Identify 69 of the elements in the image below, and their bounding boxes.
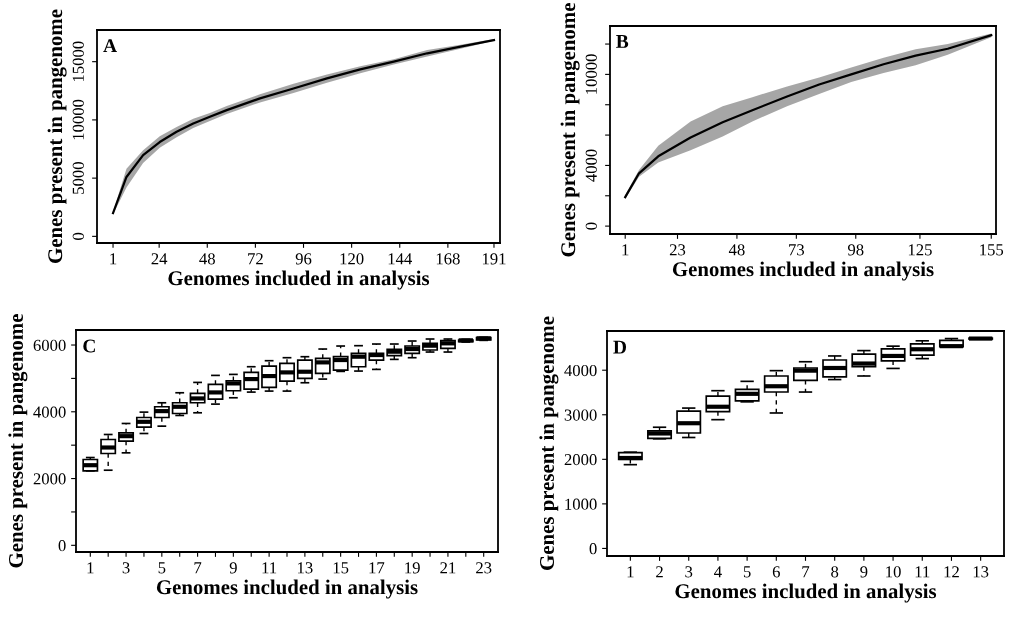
y-tick-label: 4000 xyxy=(33,406,66,418)
x-tick-label: 10 xyxy=(886,566,901,578)
y-tick-label: 0 xyxy=(585,222,597,230)
x-tick-label: 1 xyxy=(622,244,629,256)
y-tick-label: 0 xyxy=(72,232,84,240)
y-tick-label: 6000 xyxy=(33,339,66,351)
x-tick-label: 2 xyxy=(656,566,663,578)
x-tick-label: 6 xyxy=(772,566,780,578)
y-tick-label: 4000 xyxy=(585,149,597,182)
x-tick-label: 120 xyxy=(340,253,364,265)
x-tick-label: 4 xyxy=(714,566,722,578)
x-tick-label: 13 xyxy=(298,562,313,574)
x-tick-label: 9 xyxy=(229,562,237,574)
x-axis-title: Genomes included in analysis xyxy=(672,261,934,281)
x-tick-label: 48 xyxy=(199,253,215,265)
y-axis-title: Genes present in pangenome xyxy=(47,9,67,263)
x-tick-label: 168 xyxy=(436,253,460,265)
x-axis-title: Genomes included in analysis xyxy=(156,579,418,599)
y-tick-label: 5000 xyxy=(72,162,84,194)
y-tick-label: 2000 xyxy=(564,454,597,466)
y-tick-label: 15000 xyxy=(72,41,84,82)
chart-title: D xyxy=(613,340,627,354)
y-tick-label: 4000 xyxy=(564,364,597,377)
y-tick-label: 2000 xyxy=(33,473,66,485)
y-tick-label: 0 xyxy=(58,540,66,552)
x-tick-label: 23 xyxy=(476,562,492,574)
x-tick-label: 7 xyxy=(194,562,202,574)
x-tick-label: 15 xyxy=(333,562,349,574)
x-tick-label: 73 xyxy=(789,244,805,256)
y-tick-label: 1000 xyxy=(565,498,597,510)
y-axis-title: Genes present in pangenome xyxy=(539,316,559,570)
x-tick-label: 13 xyxy=(973,566,989,578)
x-tick-label: 1 xyxy=(627,566,634,578)
x-tick-label: 1 xyxy=(87,562,94,574)
x-tick-label: 3 xyxy=(122,562,130,574)
chart-title: A xyxy=(103,39,117,53)
x-tick-label: 96 xyxy=(295,253,312,265)
x-tick-label: 9 xyxy=(860,566,868,578)
x-tick-label: 24 xyxy=(151,253,168,265)
x-axis-title: Genomes included in analysis xyxy=(675,583,937,603)
x-tick-label: 155 xyxy=(980,244,1004,256)
x-tick-label: 191 xyxy=(482,253,506,265)
x-tick-label: 7 xyxy=(802,566,810,578)
x-axis-title: Genomes included in analysis xyxy=(168,270,430,290)
x-tick-label: 8 xyxy=(831,566,839,578)
y-axis-title: Genes present in pangenome xyxy=(8,314,28,568)
x-tick-label: 3 xyxy=(685,566,693,578)
x-tick-label: 144 xyxy=(388,253,412,265)
x-tick-label: 11 xyxy=(915,566,930,578)
x-tick-label: 5 xyxy=(158,562,166,574)
x-tick-label: 1 xyxy=(110,253,117,265)
x-tick-label: 48 xyxy=(728,244,745,256)
x-tick-label: 12 xyxy=(944,566,959,578)
x-tick-label: 72 xyxy=(248,253,263,265)
chart-title: C xyxy=(83,339,95,353)
x-tick-label: 17 xyxy=(369,562,385,574)
y-tick-label: 0 xyxy=(589,543,597,555)
x-tick-label: 98 xyxy=(847,244,864,256)
x-tick-label: 23 xyxy=(669,244,686,256)
x-tick-label: 5 xyxy=(743,566,751,578)
y-tick-label: 10000 xyxy=(585,54,597,94)
y-axis-title: Genes present in pangenome xyxy=(560,3,580,257)
x-tick-label: 21 xyxy=(440,562,456,574)
x-tick-label: 125 xyxy=(908,244,932,256)
x-tick-label: 11 xyxy=(262,562,277,574)
chart-title: B xyxy=(616,35,629,48)
y-tick-label: 10000 xyxy=(72,99,84,140)
x-tick-label: 19 xyxy=(405,562,420,574)
y-tick-label: 3000 xyxy=(564,409,597,421)
